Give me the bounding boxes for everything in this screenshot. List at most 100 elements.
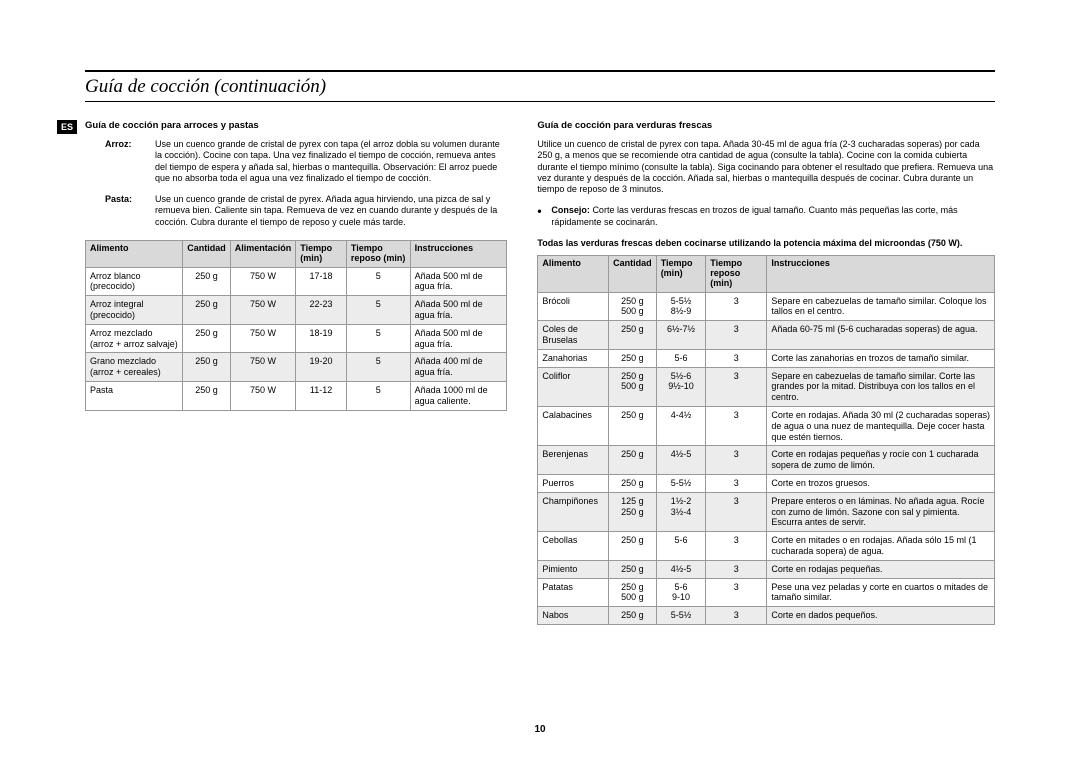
- table-row: Champiñones125 g 250 g1½-2 3½-43Prepare …: [538, 492, 995, 531]
- table-row: Patatas250 g 500 g5-6 9-103Pese una vez …: [538, 578, 995, 607]
- th-instrucciones-r: Instrucciones: [767, 256, 995, 293]
- table-cell: Añada 500 ml de agua fría.: [410, 296, 507, 325]
- right-heading: Guía de cocción para verduras frescas: [537, 120, 995, 131]
- language-badge: ES: [57, 120, 77, 134]
- table-cell: Calabacines: [538, 407, 609, 446]
- table-cell: 250 g: [609, 321, 657, 350]
- table-cell: 250 g: [183, 267, 231, 296]
- table-row: Arroz integral (precocido)250 g750 W22-2…: [86, 296, 507, 325]
- table-cell: 250 g: [609, 560, 657, 578]
- th-instrucciones: Instrucciones: [410, 240, 507, 267]
- table-cell: 5-5½: [656, 607, 706, 625]
- table-cell: Corte en rodajas pequeñas.: [767, 560, 995, 578]
- th-tiempo: Tiempo (min): [296, 240, 347, 267]
- table-cell: 750 W: [230, 267, 296, 296]
- table-row: Cebollas250 g5-63Corte en mitades o en r…: [538, 532, 995, 561]
- table-cell: Corte en rodajas. Añada 30 ml (2 cuchara…: [767, 407, 995, 446]
- table-cell: Corte en dados pequeños.: [767, 607, 995, 625]
- table-cell: 250 g: [183, 381, 231, 410]
- table-cell: Corte en mitades o en rodajas. Añada sól…: [767, 532, 995, 561]
- page-title: Guía de cocción (continuación): [85, 70, 995, 102]
- table-cell: 750 W: [230, 296, 296, 325]
- table-cell: Pimiento: [538, 560, 609, 578]
- table-cell: 4½-5: [656, 560, 706, 578]
- arroz-text: Use un cuenco grande de cristal de pyrex…: [155, 139, 507, 184]
- table-row: Zanahorias250 g5-63Corte las zanahorias …: [538, 349, 995, 367]
- table-row: Brócoli250 g 500 g5-5½ 8½-93Separe en ca…: [538, 292, 995, 321]
- table-cell: Corte en trozos gruesos.: [767, 475, 995, 493]
- table-cell: 3: [706, 578, 767, 607]
- table-cell: 5: [346, 296, 410, 325]
- table-cell: Añada 1000 ml de agua caliente.: [410, 381, 507, 410]
- table-cell: Arroz blanco (precocido): [86, 267, 183, 296]
- th-cantidad: Cantidad: [183, 240, 231, 267]
- table-cell: 5-6: [656, 349, 706, 367]
- table-cell: 5: [346, 353, 410, 382]
- table-cell: Separe en cabezuelas de tamaño similar. …: [767, 367, 995, 406]
- table-cell: 3: [706, 407, 767, 446]
- table-cell: 5-6: [656, 532, 706, 561]
- table-row: Berenjenas250 g4½-53Corte en rodajas peq…: [538, 446, 995, 475]
- content-columns: ES Guía de cocción para arroces y pastas…: [85, 120, 995, 625]
- table-row: Arroz blanco (precocido)250 g750 W17-185…: [86, 267, 507, 296]
- table-cell: 3: [706, 607, 767, 625]
- table-cell: 4-4½: [656, 407, 706, 446]
- table-cell: Añada 400 ml de agua fría.: [410, 353, 507, 382]
- th-reposo-r: Tiempo reposo (min): [706, 256, 767, 293]
- table-cell: 5: [346, 324, 410, 353]
- table-cell: Zanahorias: [538, 349, 609, 367]
- table-cell: 125 g 250 g: [609, 492, 657, 531]
- th-cantidad-r: Cantidad: [609, 256, 657, 293]
- table-cell: 3: [706, 492, 767, 531]
- left-column: ES Guía de cocción para arroces y pastas…: [85, 120, 507, 625]
- table-cell: 5-5½ 8½-9: [656, 292, 706, 321]
- table-cell: 3: [706, 349, 767, 367]
- table-cell: 250 g: [609, 349, 657, 367]
- table-cell: 19-20: [296, 353, 347, 382]
- table-cell: Corte en rodajas pequeñas y rocíe con 1 …: [767, 446, 995, 475]
- table-cell: Pasta: [86, 381, 183, 410]
- table-cell: 250 g: [183, 324, 231, 353]
- th-reposo: Tiempo reposo (min): [346, 240, 410, 267]
- table-cell: 750 W: [230, 324, 296, 353]
- table-cell: Brócoli: [538, 292, 609, 321]
- table-cell: 250 g 500 g: [609, 292, 657, 321]
- table-cell: 3: [706, 446, 767, 475]
- arroz-label: Arroz:: [105, 139, 155, 184]
- table-cell: Coles de Bruselas: [538, 321, 609, 350]
- table-cell: 3: [706, 475, 767, 493]
- table-cell: Champiñones: [538, 492, 609, 531]
- table-cell: 250 g 500 g: [609, 367, 657, 406]
- table-cell: Patatas: [538, 578, 609, 607]
- th-alimento-r: Alimento: [538, 256, 609, 293]
- table-cell: 250 g: [609, 532, 657, 561]
- table-cell: 3: [706, 560, 767, 578]
- table-cell: 22-23: [296, 296, 347, 325]
- table-cell: 5-5½: [656, 475, 706, 493]
- consejo-text: Corte las verduras frescas en trozos de …: [551, 205, 957, 226]
- consejo-label: Consejo:: [551, 205, 590, 215]
- table-cell: 750 W: [230, 353, 296, 382]
- th-alimento: Alimento: [86, 240, 183, 267]
- table-cell: Prepare enteros o en láminas. No añada a…: [767, 492, 995, 531]
- table-row: Arroz mezclado (arroz + arroz salvaje)25…: [86, 324, 507, 353]
- table-cell: 17-18: [296, 267, 347, 296]
- table-cell: 3: [706, 321, 767, 350]
- th-tiempo-r: Tiempo (min): [656, 256, 706, 293]
- th-alimentacion: Alimentación: [230, 240, 296, 267]
- table-cell: Coliflor: [538, 367, 609, 406]
- table-cell: 250 g: [183, 296, 231, 325]
- table-cell: Puerros: [538, 475, 609, 493]
- table-cell: Nabos: [538, 607, 609, 625]
- table-cell: 250 g: [609, 607, 657, 625]
- pasta-text: Use un cuenco grande de cristal de pyrex…: [155, 194, 507, 228]
- page-number: 10: [0, 724, 1080, 735]
- table-cell: 1½-2 3½-4: [656, 492, 706, 531]
- table-cell: Añada 500 ml de agua fría.: [410, 267, 507, 296]
- table-cell: Arroz mezclado (arroz + arroz salvaje): [86, 324, 183, 353]
- table-cell: 5-6 9-10: [656, 578, 706, 607]
- table-cell: Grano mezclado (arroz + cereales): [86, 353, 183, 382]
- table-cell: 5½-6 9½-10: [656, 367, 706, 406]
- table-cell: Corte las zanahorias en trozos de tamaño…: [767, 349, 995, 367]
- vegetables-table: Alimento Cantidad Tiempo (min) Tiempo re…: [537, 255, 995, 625]
